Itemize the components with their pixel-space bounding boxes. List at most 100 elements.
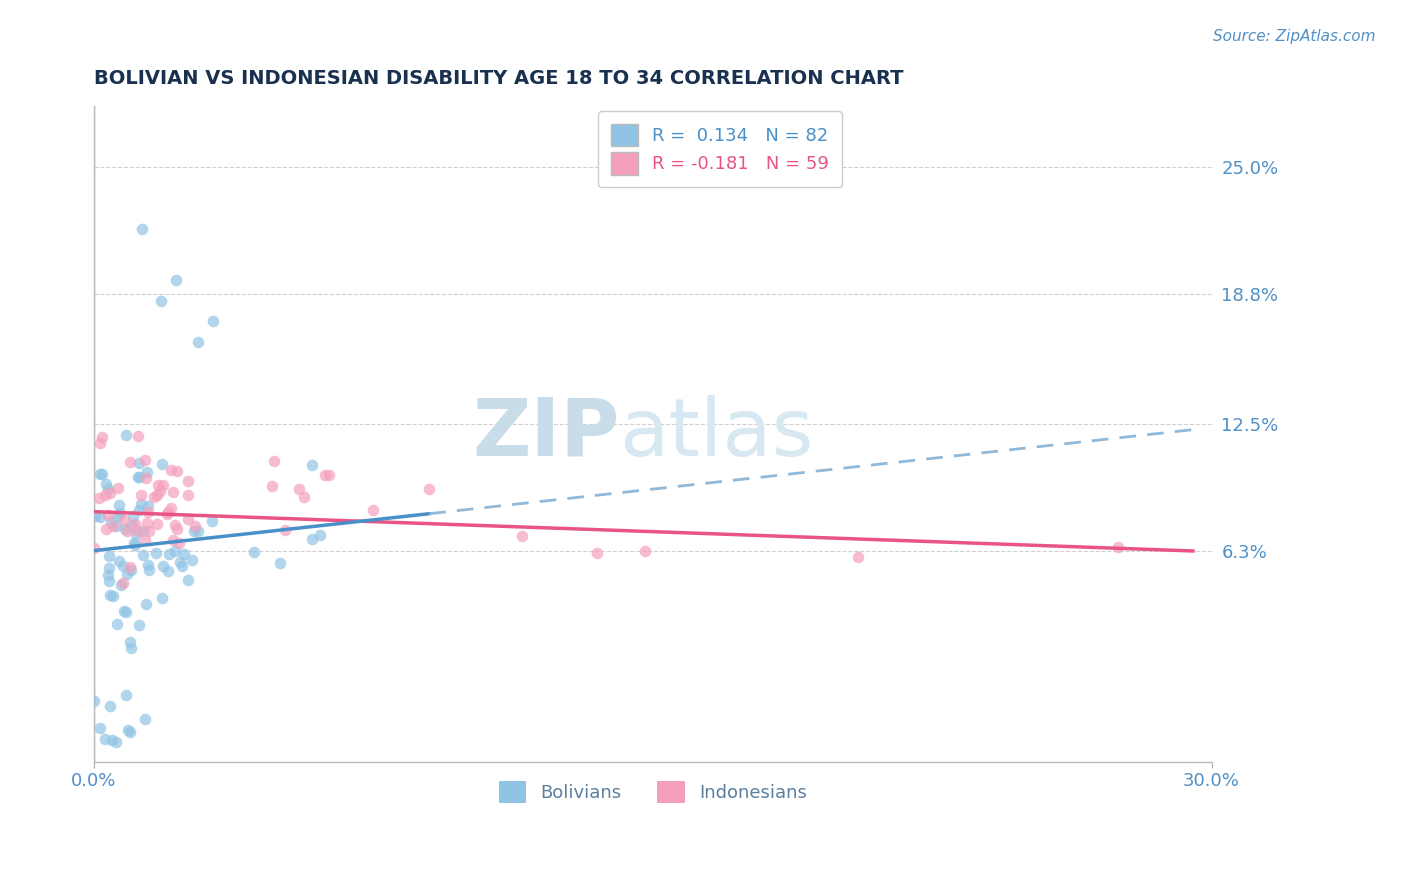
Point [162,533,184,547]
Point [127,429,149,443]
Point [134,453,156,467]
Point [634,543,657,558]
Legend: Bolivians, Indonesians: Bolivians, Indonesians [489,772,815,812]
Point [148,478,170,492]
Point [135,598,157,612]
Point [177,488,200,502]
Point [269,556,291,570]
Point [148,483,170,498]
Point [100,588,122,602]
Point [118,634,141,648]
Point [152,558,174,573]
Point [120,455,142,469]
Text: ZIP: ZIP [472,395,619,473]
Point [177,475,200,489]
Point [105,617,128,632]
Text: BOLIVIAN VS INDONESIAN DISABILITY AGE 18 TO 34 CORRELATION CHART: BOLIVIAN VS INDONESIAN DISABILITY AGE 18… [94,69,904,87]
Point [138,524,160,539]
Point [107,509,129,524]
Point [100,516,122,530]
Point [91,467,114,481]
Point [115,567,138,582]
Point [150,457,173,471]
Point [115,524,138,538]
Point [136,516,159,531]
Point [1107,540,1129,554]
Point [108,506,131,520]
Point [120,725,142,739]
Point [167,536,190,550]
Point [110,578,132,592]
Point [363,502,385,516]
Point [128,470,150,484]
Point [134,712,156,726]
Point [288,482,311,496]
Point [162,484,184,499]
Point [101,589,124,603]
Point [160,500,183,515]
Point [132,549,155,563]
Point [120,641,142,656]
Point [89,467,111,481]
Point [138,563,160,577]
Point [177,573,200,587]
Point [163,544,186,558]
Point [187,334,209,349]
Point [122,509,145,524]
Point [170,559,193,574]
Point [104,734,127,748]
Point [160,463,183,477]
Point [318,467,340,482]
Point [149,293,172,308]
Point [301,533,323,547]
Point [112,604,135,618]
Point [274,523,297,537]
Point [180,553,202,567]
Point [131,524,153,539]
Point [87,491,110,506]
Point [166,464,188,478]
Point [115,605,138,619]
Point [94,731,117,746]
Point [165,518,187,533]
Point [145,546,167,560]
Point [122,535,145,549]
Point [134,533,156,547]
Point [94,488,117,502]
Point [128,503,150,517]
Point [156,507,179,521]
Point [129,497,152,511]
Point [173,548,195,562]
Point [83,693,105,707]
Point [117,723,139,737]
Point [97,567,120,582]
Point [127,524,149,538]
Point [114,688,136,702]
Point [114,427,136,442]
Point [97,561,120,575]
Point [94,523,117,537]
Point [98,574,121,588]
Text: atlas: atlas [619,395,814,473]
Point [89,721,111,735]
Point [84,508,107,523]
Point [118,560,141,574]
Point [83,541,105,555]
Point [89,436,111,450]
Point [121,517,143,532]
Point [165,273,187,287]
Point [98,485,121,500]
Point [89,510,111,524]
Point [136,558,159,573]
Point [90,430,112,444]
Point [152,591,174,605]
Point [152,478,174,492]
Point [184,519,207,533]
Point [157,547,180,561]
Point [309,528,332,542]
Point [156,564,179,578]
Point [107,554,129,568]
Point [124,516,146,531]
Point [135,470,157,484]
Point [101,732,124,747]
